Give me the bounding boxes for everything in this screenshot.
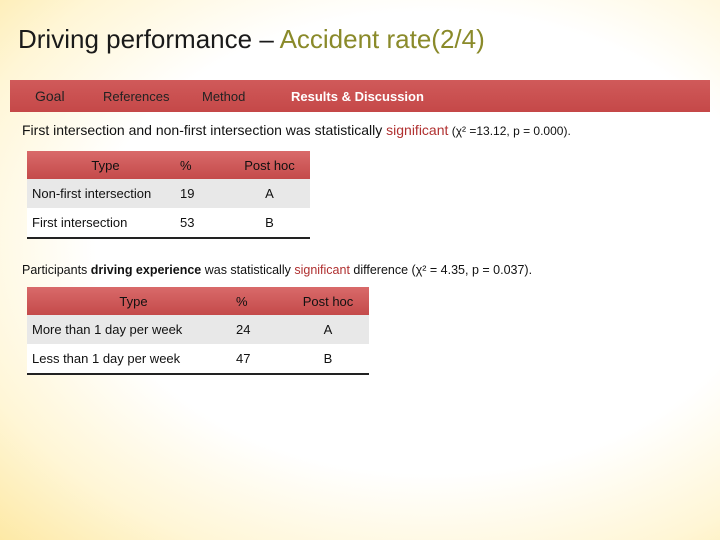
nav-item-goal[interactable]: Goal xyxy=(35,88,65,104)
section2-text-mid: was statistically xyxy=(201,263,295,277)
section2-text-after: difference (χ² = 4.35, p = 0.037). xyxy=(349,263,533,277)
table-row: Less than 1 day per week 47 B xyxy=(27,344,369,375)
intersection-table: Type % Post hoc Non-first intersection 1… xyxy=(27,151,310,239)
table-row: More than 1 day per week 24 A xyxy=(27,315,369,344)
header-type: Type xyxy=(27,287,236,315)
header-post-hoc: Post hoc xyxy=(287,287,369,315)
header-post-hoc: Post hoc xyxy=(229,151,310,179)
section1-statement: First intersection and non-first interse… xyxy=(22,122,712,138)
header-percent: % xyxy=(236,287,287,315)
cell-type: Less than 1 day per week xyxy=(27,344,236,375)
section2-text-before: Participants xyxy=(22,263,91,277)
title-accent: Accident rate(2/4) xyxy=(279,24,485,54)
table-row: First intersection 53 B xyxy=(27,208,310,239)
section1-significant: significant xyxy=(386,122,449,138)
cell-post-hoc: A xyxy=(229,179,310,208)
cell-post-hoc: B xyxy=(287,344,369,375)
cell-percent: 24 xyxy=(236,315,287,344)
table-header-row: Type % Post hoc xyxy=(27,151,310,179)
section2-bold: driving experience xyxy=(90,263,202,277)
cell-percent: 47 xyxy=(236,344,287,375)
cell-percent: 19 xyxy=(180,179,229,208)
cell-type: Non-first intersection xyxy=(27,179,180,208)
nav-item-references[interactable]: References xyxy=(103,89,170,104)
header-percent: % xyxy=(180,151,229,179)
section1-stats: (χ² =13.12, p = 0.000). xyxy=(448,124,571,138)
experience-table: Type % Post hoc More than 1 day per week… xyxy=(27,287,369,375)
header-type: Type xyxy=(27,151,180,179)
cell-percent: 53 xyxy=(180,208,229,239)
section1-text: First intersection and non-first interse… xyxy=(22,122,387,138)
page-title: Driving performance – Accident rate(2/4) xyxy=(18,24,485,55)
section-nav-bar: Goal References Method Results & Discuss… xyxy=(10,80,710,112)
cell-type: More than 1 day per week xyxy=(27,315,236,344)
cell-type: First intersection xyxy=(27,208,180,239)
nav-item-method[interactable]: Method xyxy=(202,89,246,104)
table-row: Non-first intersection 19 A xyxy=(27,179,310,208)
cell-post-hoc: A xyxy=(287,315,369,344)
cell-post-hoc: B xyxy=(229,208,310,239)
section2-significant: significant xyxy=(294,263,350,277)
title-main: Driving performance – xyxy=(18,24,280,54)
nav-item-results[interactable]: Results & Discussion xyxy=(291,89,424,104)
section2-statement: Participants driving experience was stat… xyxy=(22,263,712,277)
table-header-row: Type % Post hoc xyxy=(27,287,369,315)
